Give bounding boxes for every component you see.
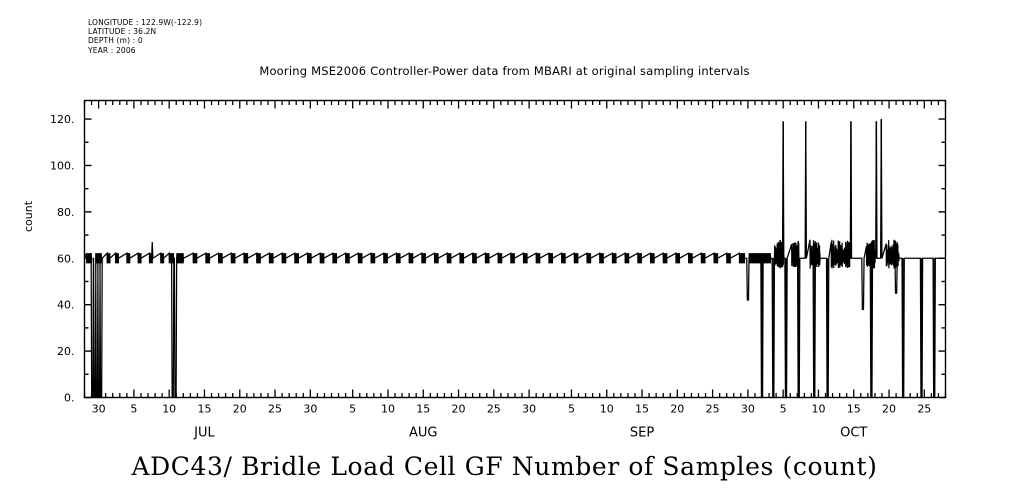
- svg-text:25: 25: [487, 403, 501, 416]
- svg-text:30: 30: [522, 403, 536, 416]
- svg-text:5: 5: [349, 403, 356, 416]
- svg-text:40.: 40.: [57, 299, 75, 312]
- svg-text:5: 5: [568, 403, 575, 416]
- svg-text:30: 30: [741, 403, 755, 416]
- metadata-depth: DEPTH (m) : 0: [88, 36, 143, 46]
- svg-text:10: 10: [381, 403, 395, 416]
- metadata-year: YEAR : 2006: [88, 45, 136, 55]
- svg-text:60.: 60.: [57, 252, 75, 265]
- svg-text:15: 15: [416, 403, 430, 416]
- metadata-longitude: LONGITUDE : 122.9W(-122.9): [88, 18, 203, 27]
- figure-caption: ADC43/ Bridle Load Cell GF Number of Sam…: [131, 452, 878, 481]
- svg-text:10: 10: [600, 403, 614, 416]
- svg-text:15: 15: [847, 403, 861, 416]
- svg-text:OCT: OCT: [840, 426, 867, 441]
- svg-text:10: 10: [162, 403, 176, 416]
- plot-title: Mooring MSE2006 Controller-Power data fr…: [259, 64, 750, 78]
- svg-text:80.: 80.: [57, 206, 75, 219]
- data-series-line: [83, 119, 946, 399]
- svg-text:5: 5: [130, 403, 137, 416]
- svg-text:30: 30: [92, 403, 106, 416]
- svg-text:15: 15: [197, 403, 211, 416]
- svg-text:20: 20: [882, 403, 896, 416]
- x-axis-ticks: [83, 100, 947, 398]
- svg-text:20: 20: [233, 403, 247, 416]
- svg-text:25: 25: [706, 403, 720, 416]
- x-tick-labels: 30 5 10 15 20 25 30 5 10 15 20 25 30 5 10 15 20 25 30 5 10 15…: [92, 403, 932, 416]
- metadata-block: LONGITUDE : 122.9W(-122.9) LATITUDE : 36…: [88, 18, 202, 55]
- svg-text:5: 5: [780, 403, 787, 416]
- svg-text:100.: 100.: [50, 159, 75, 172]
- svg-text:20: 20: [670, 403, 684, 416]
- svg-text:120.: 120.: [50, 113, 75, 126]
- svg-text:JUL: JUL: [193, 426, 215, 441]
- svg-text:AUG: AUG: [409, 426, 437, 441]
- month-labels: JUL AUG SEP OCT: [193, 426, 867, 441]
- svg-text:0.: 0.: [64, 392, 75, 405]
- svg-text:SEP: SEP: [630, 426, 654, 441]
- svg-text:30: 30: [303, 403, 317, 416]
- y-tick-labels: 0. 20. 40. 60. 80. 100. 120.: [50, 113, 75, 404]
- metadata-latitude: LATITUDE : 36.2N: [88, 27, 157, 37]
- svg-text:20: 20: [452, 403, 466, 416]
- svg-text:10: 10: [811, 403, 825, 416]
- svg-text:25: 25: [268, 403, 282, 416]
- svg-text:25: 25: [917, 403, 931, 416]
- svg-text:15: 15: [635, 403, 649, 416]
- svg-text:20.: 20.: [57, 345, 75, 358]
